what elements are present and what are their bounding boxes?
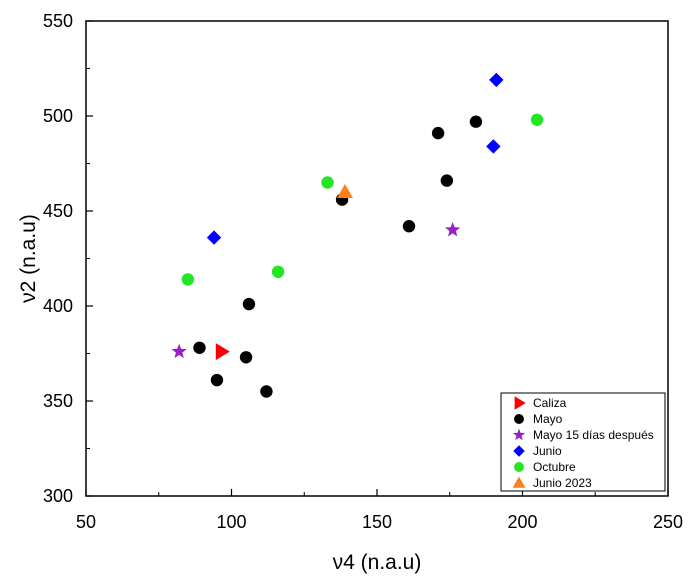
y-axis-title: ν2 (n.a.u) bbox=[17, 214, 40, 303]
legend-label: Junio bbox=[533, 444, 562, 458]
legend-label: Mayo 15 días después bbox=[533, 428, 654, 442]
data-point-diamond bbox=[489, 72, 504, 88]
data-point-circle bbox=[193, 341, 206, 354]
legend-marker bbox=[512, 476, 526, 488]
y-tick-label: 450 bbox=[43, 201, 73, 221]
y-tick-label: 500 bbox=[43, 106, 73, 126]
legend: Caliza Mayo Mayo 15 días después Junio Octub… bbox=[500, 392, 666, 492]
x-axis-title: ν4 (n.a.u) bbox=[333, 551, 422, 574]
data-point-triangle-right bbox=[215, 343, 230, 361]
legend-label: Junio 2023 bbox=[533, 476, 592, 490]
series-mayo-15-días-después bbox=[171, 222, 461, 359]
series-junio-2023 bbox=[336, 184, 353, 198]
series-octubre bbox=[181, 113, 544, 286]
y-tick-label: 350 bbox=[43, 391, 73, 411]
series-caliza bbox=[215, 343, 230, 361]
x-tick-label: 150 bbox=[362, 512, 392, 532]
y-tick-label: 300 bbox=[43, 486, 73, 506]
data-point-star bbox=[171, 343, 187, 359]
data-markers bbox=[171, 72, 544, 398]
data-point-star bbox=[445, 222, 461, 237]
legend-label: Caliza bbox=[533, 396, 567, 410]
legend-box bbox=[500, 392, 666, 492]
data-point-circle bbox=[260, 385, 273, 398]
data-point-circle bbox=[440, 174, 454, 187]
x-tick-label: 200 bbox=[507, 512, 537, 532]
legend-marker bbox=[512, 428, 526, 441]
legend-marker bbox=[514, 414, 524, 424]
x-tick-label: 100 bbox=[216, 512, 246, 532]
data-point-circle bbox=[210, 373, 224, 387]
tick-labels: 50 100 150 200 250 300 350 400 450 500 550 bbox=[43, 11, 683, 532]
legend-label: Octubre bbox=[533, 460, 576, 474]
data-point-circle bbox=[271, 265, 285, 278]
data-point-diamond bbox=[206, 230, 222, 245]
y-tick-label: 400 bbox=[43, 296, 73, 316]
series-junio bbox=[206, 72, 504, 245]
legend-label: Mayo bbox=[533, 412, 563, 426]
data-point-circle bbox=[469, 115, 483, 128]
data-point-circle bbox=[402, 220, 416, 233]
data-point-diamond bbox=[486, 139, 501, 154]
data-point-circle bbox=[530, 113, 544, 127]
legend-marker bbox=[513, 445, 525, 457]
series-mayo bbox=[193, 115, 483, 398]
legend-marker bbox=[514, 462, 524, 472]
x-tick-label: 250 bbox=[653, 512, 683, 532]
data-point-circle bbox=[431, 126, 445, 140]
legend-marker bbox=[514, 396, 526, 410]
data-point-circle bbox=[321, 176, 334, 189]
data-point-triangle-up bbox=[336, 184, 353, 198]
y-tick-label: 550 bbox=[43, 11, 73, 31]
x-tick-label: 50 bbox=[76, 512, 96, 532]
data-point-circle bbox=[181, 273, 195, 286]
data-point-circle bbox=[242, 297, 256, 311]
data-point-circle bbox=[239, 351, 253, 364]
axis-ticks bbox=[85, 20, 669, 497]
